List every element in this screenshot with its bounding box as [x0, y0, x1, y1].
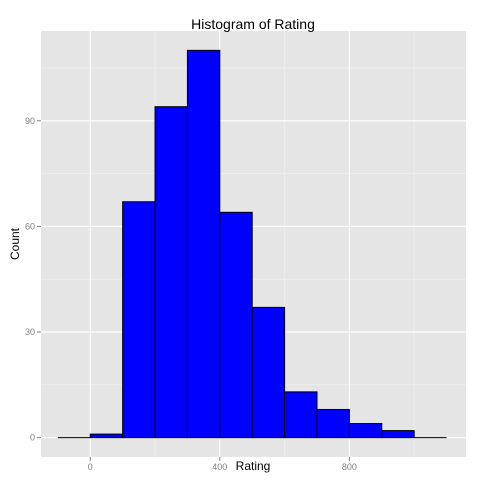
- x-axis-ticks: 0 400 800: [88, 457, 357, 472]
- y-tick-label: 0: [30, 433, 35, 443]
- x-tick-label: 0: [88, 462, 93, 472]
- histogram-bar: [316, 408, 350, 439]
- histogram-bar: [154, 106, 188, 439]
- histogram-bar: [219, 211, 253, 439]
- histogram-bar: [251, 306, 286, 439]
- histogram-bar: [122, 201, 156, 439]
- x-tick-label: 400: [212, 462, 227, 472]
- histogram-bar: [381, 430, 415, 439]
- histogram-bar: [348, 423, 383, 439]
- y-axis-ticks: 0 30 60 90: [25, 116, 41, 443]
- y-tick-label: 90: [25, 116, 35, 126]
- histogram-bar: [89, 433, 124, 439]
- histogram-bars: [57, 49, 447, 439]
- x-axis-title: Rating: [236, 459, 271, 473]
- histogram-bar: [186, 49, 221, 439]
- y-tick-label: 60: [25, 221, 35, 231]
- histogram-bar: [284, 391, 318, 439]
- y-axis-title: Count: [8, 227, 22, 260]
- y-tick-label: 30: [25, 327, 35, 337]
- chart-title: Histogram of Rating: [191, 16, 315, 32]
- x-tick-label: 800: [342, 462, 357, 472]
